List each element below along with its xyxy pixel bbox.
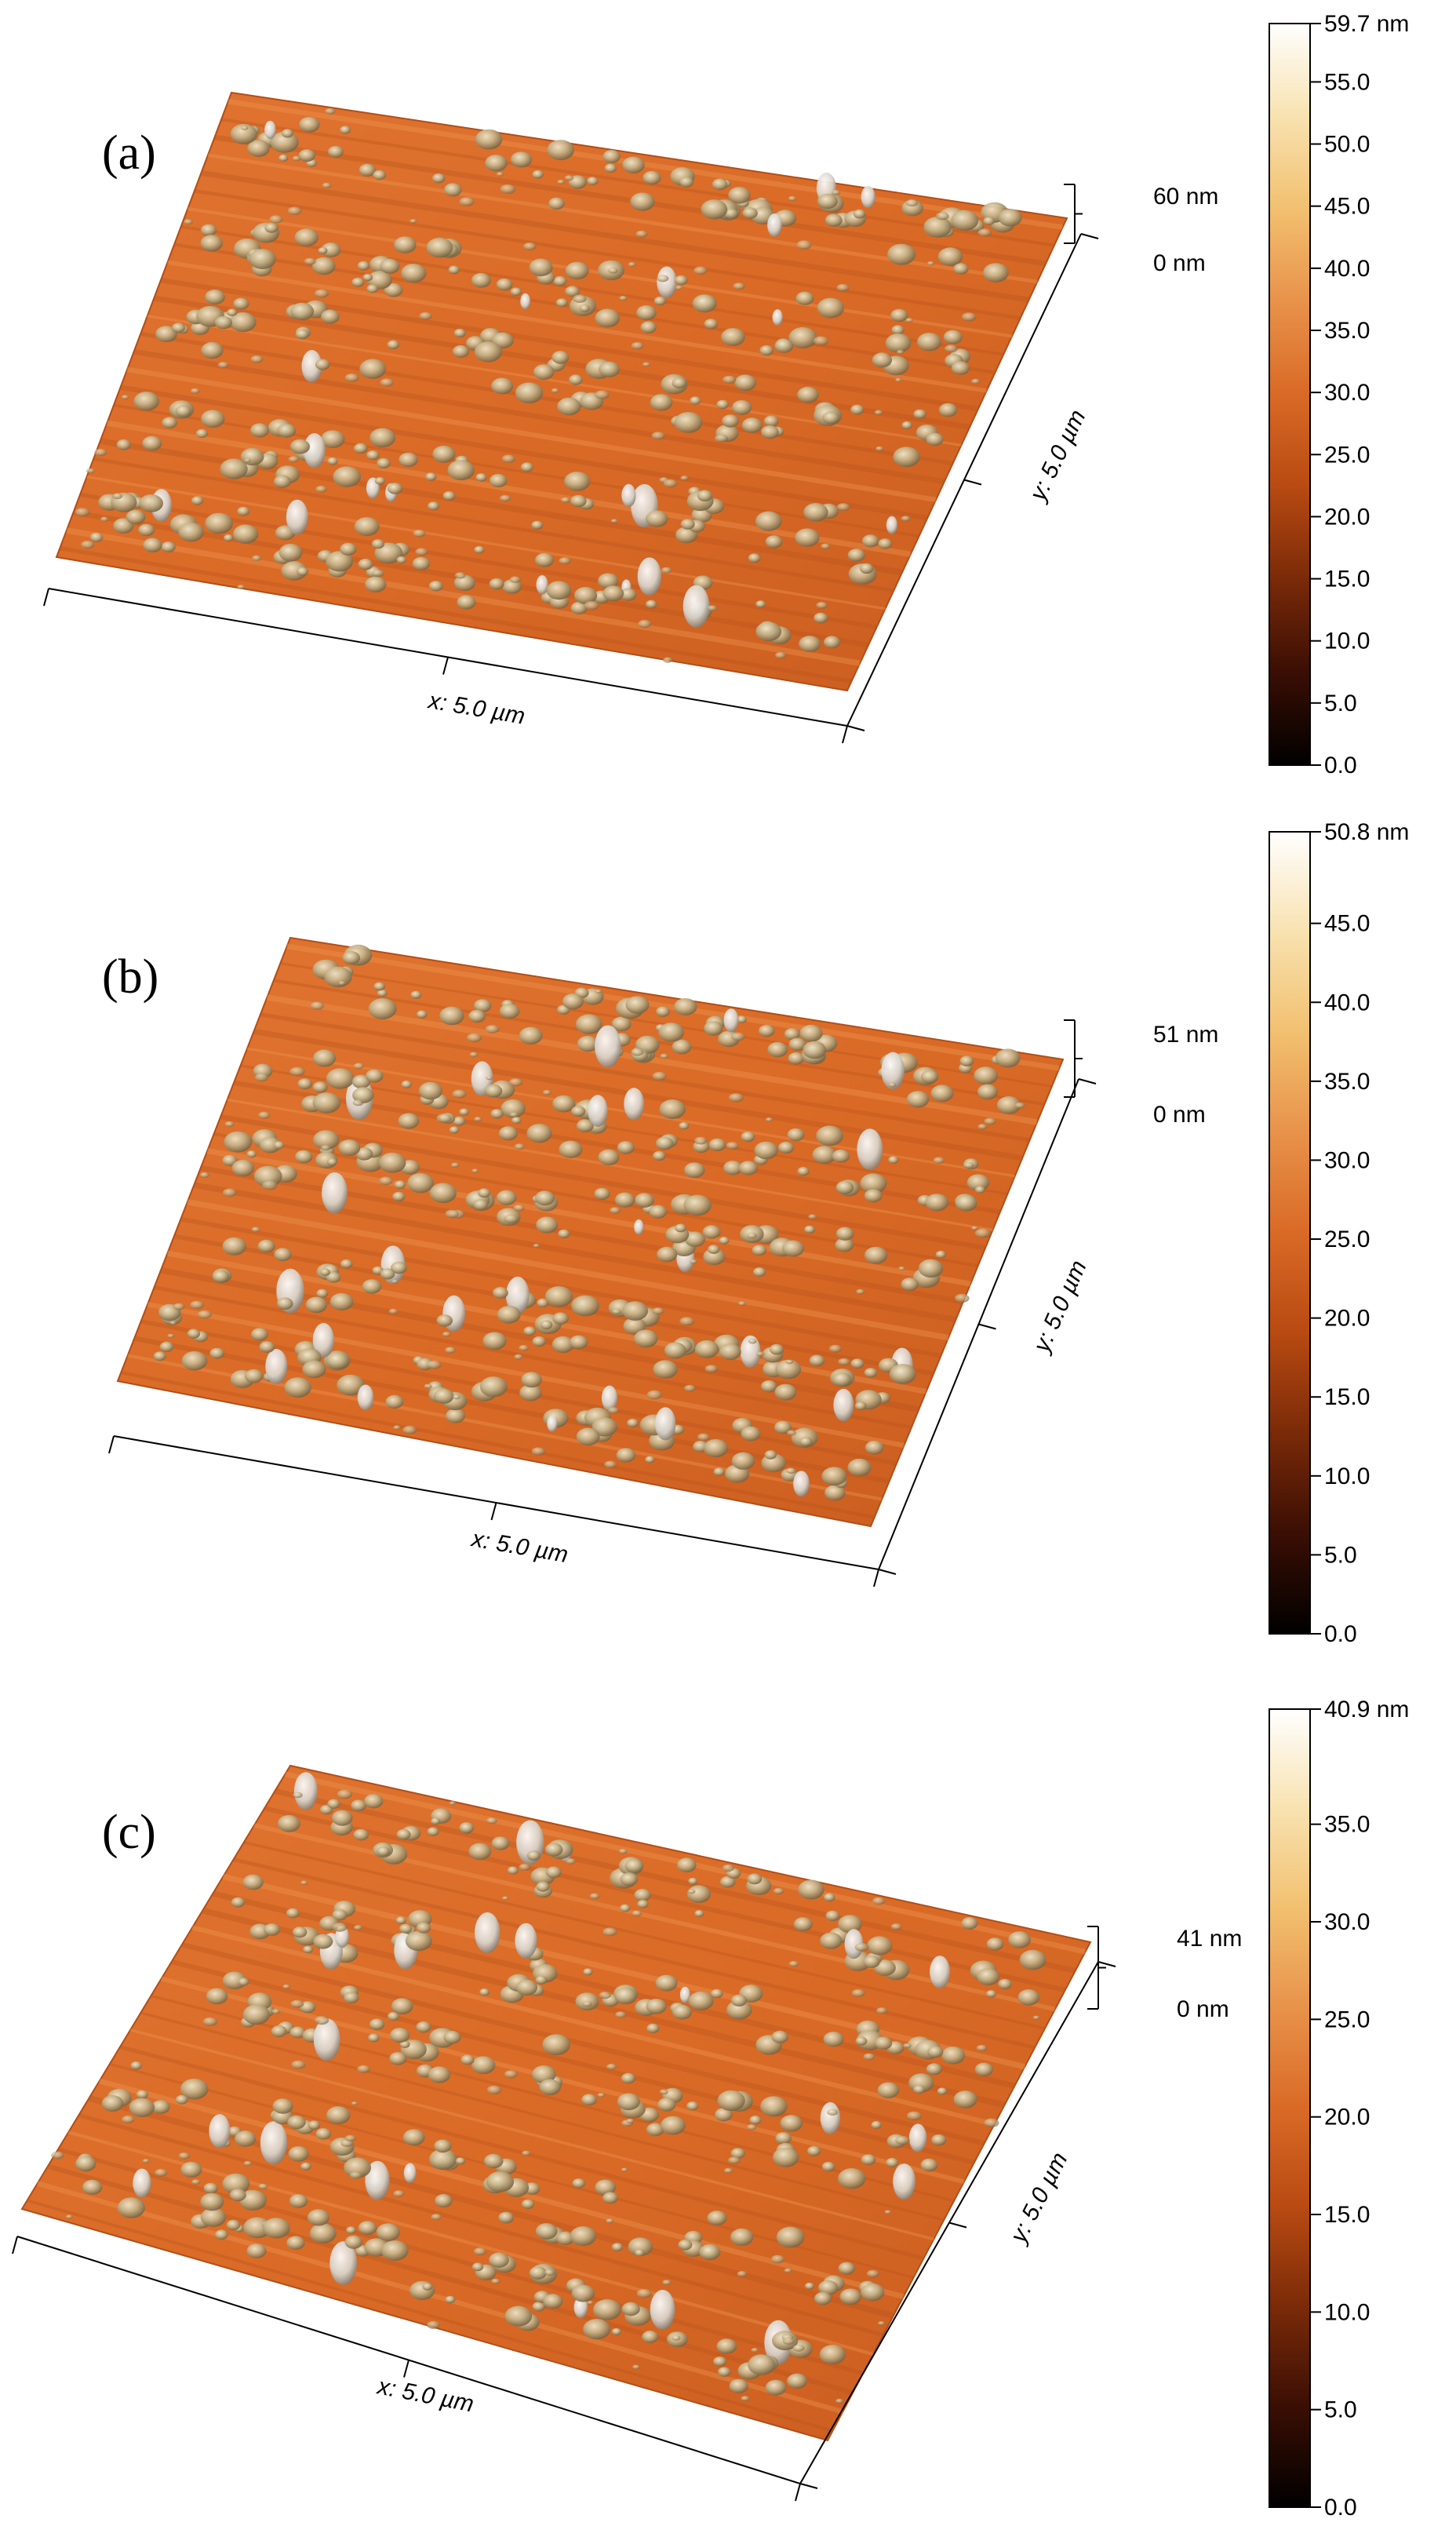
x-axis-tick — [442, 657, 449, 675]
colorbar: 40.9 nm 35.0 30.0 25.0 20.0 15.0 10.0 5.0 0.0 — [1269, 1697, 1409, 2521]
y-axis-tick — [978, 1323, 996, 1330]
colorbar-gradient — [1269, 1708, 1311, 2508]
x-axis-label: x: 5.0 µm — [374, 2373, 476, 2417]
colorbar-tick-label: 50.0 — [1324, 132, 1370, 158]
y-axis-label: y: 5.0 µm — [1025, 406, 1091, 506]
colorbar-tick-label: 35.0 — [1324, 1812, 1370, 1838]
panel-label: (c) — [102, 1806, 156, 1859]
afm-surface-image — [55, 91, 1068, 692]
colorbar-tick-label: 35.0 — [1324, 1069, 1370, 1095]
z-scale-top-label: 51 nm — [1153, 1022, 1218, 1048]
colorbar-tick-label: 45.0 — [1324, 194, 1370, 220]
panel-b: (b) x: 5.0 µm y: 5.0 µm 51 nm 0 nm 50.8 nm 45.… — [102, 819, 1409, 1647]
colorbar-tick-label: 10.0 — [1324, 1463, 1370, 1489]
colorbar-tick-label: 5.0 — [1324, 1542, 1357, 1568]
y-axis-label: y: 5.0 µm — [1028, 1256, 1091, 1358]
colorbar-tick-label: 55.0 — [1324, 69, 1370, 95]
y-axis-tick — [1078, 1078, 1097, 1084]
colorbar-tick-label: 25.0 — [1324, 442, 1370, 468]
y-axis-tick — [963, 479, 982, 486]
colorbar-tick-label: 15.0 — [1324, 1384, 1370, 1410]
colorbar-tick-label: 10.0 — [1324, 629, 1370, 654]
y-axis-tick — [1097, 1961, 1116, 1967]
x-axis-tick — [43, 588, 49, 607]
z-scale-bar: 60 nm 0 nm — [1064, 184, 1218, 276]
colorbar: 59.7 nm 55.0 50.0 45.0 40.0 35.0 30.0 25.0 20.0 1… — [1269, 11, 1409, 778]
panel-label: (a) — [102, 126, 156, 180]
z-scale-top-label: 41 nm — [1177, 1926, 1242, 1952]
colorbar-tick-label: 10.0 — [1324, 2299, 1370, 2325]
colorbar-tick-label: 45.0 — [1324, 911, 1370, 937]
colorbar-tick-label: 30.0 — [1324, 1909, 1370, 1935]
colorbar-tick-label: 15.0 — [1324, 2202, 1370, 2228]
colorbar-tick-label: 30.0 — [1324, 380, 1370, 406]
z-scale-bottom-label: 0 nm — [1153, 250, 1206, 276]
y-axis-tick — [878, 1569, 897, 1575]
colorbar-tick-label: 25.0 — [1324, 1227, 1370, 1252]
z-scale-bar: 41 nm 0 nm — [1087, 1926, 1242, 2022]
x-axis-tick — [842, 725, 848, 744]
y-axis-label: y: 5.0 µm — [1005, 2149, 1073, 2248]
colorbar-tick-label: 40.0 — [1324, 256, 1370, 282]
afm-surface-image — [116, 936, 1065, 1528]
z-scale-bottom-label: 0 nm — [1177, 1996, 1229, 2022]
colorbar-max-label: 59.7 nm — [1324, 11, 1409, 37]
colorbar-tick-label: 35.0 — [1324, 318, 1370, 344]
y-axis-tick — [1080, 233, 1099, 239]
colorbar-tick-label: 20.0 — [1324, 2105, 1370, 2131]
y-axis-tick — [799, 2483, 818, 2489]
x-axis-tick — [12, 2236, 18, 2254]
x-axis-tick — [873, 1569, 879, 1587]
colorbar-tick-label: 15.0 — [1324, 567, 1370, 592]
x-axis-tick — [108, 1435, 115, 1454]
y-axis-tick — [948, 2222, 967, 2229]
panel-c: (c) x: 5.0 µm y: 5.0 µm 41 nm 0 nm 40.9 nm 35.… — [12, 1697, 1409, 2521]
panel-a: (a) x: 5.0 µm y: 5.0 µm 60 nm 0 nm 59.7 nm 55.… — [43, 11, 1409, 778]
x-axis-label: x: 5.0 µm — [468, 1525, 570, 1568]
y-axis-tick — [846, 725, 865, 731]
colorbar-max-label: 50.8 nm — [1324, 819, 1409, 845]
colorbar-tick-label: 5.0 — [1324, 2397, 1357, 2423]
x-axis-label: x: 5.0 µm — [425, 687, 527, 730]
z-scale-bottom-label: 0 nm — [1153, 1102, 1206, 1128]
z-scale-bar: 51 nm 0 nm — [1064, 1019, 1218, 1128]
panel-label: (b) — [102, 950, 158, 1004]
colorbar-tick-label: 30.0 — [1324, 1147, 1370, 1173]
colorbar-tick-label: 40.0 — [1324, 990, 1370, 1015]
colorbar-tick-label: 25.0 — [1324, 2007, 1370, 2032]
colorbar-tick-label: 0.0 — [1324, 2495, 1357, 2521]
colorbar-tick-label: 20.0 — [1324, 1306, 1370, 1332]
x-axis-tick — [795, 2483, 801, 2502]
colorbar-gradient — [1269, 831, 1311, 1635]
afm-surface-image — [20, 1764, 1092, 2442]
z-scale-top-label: 60 nm — [1153, 184, 1218, 210]
colorbar-tick-label: 0.0 — [1324, 1621, 1357, 1647]
colorbar-max-label: 40.9 nm — [1324, 1697, 1409, 1722]
colorbar: 50.8 nm 45.0 40.0 35.0 30.0 25.0 20.0 15.0 10.0 5… — [1269, 819, 1409, 1647]
x-axis-tick — [490, 1502, 497, 1521]
colorbar-tick-label: 0.0 — [1324, 753, 1357, 778]
colorbar-tick-label: 20.0 — [1324, 504, 1370, 530]
x-axis-tick — [403, 2360, 410, 2378]
colorbar-gradient — [1269, 23, 1311, 766]
colorbar-tick-label: 5.0 — [1324, 691, 1357, 716]
